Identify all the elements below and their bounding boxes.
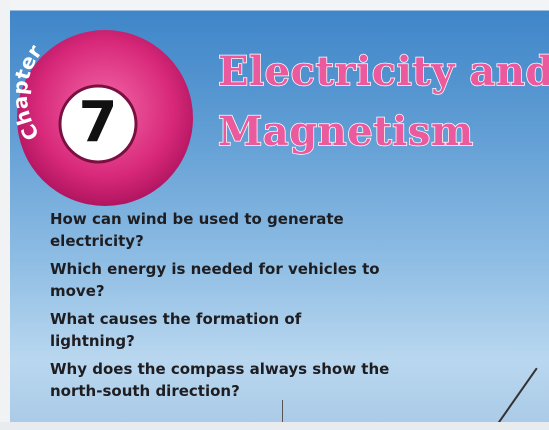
chapter-number: 7 [79,90,118,155]
question: What causes the formation of lightning? [50,308,390,352]
frame [0,422,549,430]
page: Chapter 7 Electricity and Magnetism How … [0,0,549,430]
chapter-badge: Chapter 7 [0,0,210,210]
chapter-title: Electricity and Magnetism [218,42,549,162]
question: Which energy is needed for vehicles to m… [50,258,390,302]
question: Why does the compass always show the nor… [50,358,390,402]
question: How can wind be used to generate electri… [50,208,390,252]
title-line: Magnetism [218,102,549,162]
wire [484,368,537,430]
question-list: How can wind be used to generate electri… [50,208,390,408]
title-line: Electricity and [218,42,549,102]
